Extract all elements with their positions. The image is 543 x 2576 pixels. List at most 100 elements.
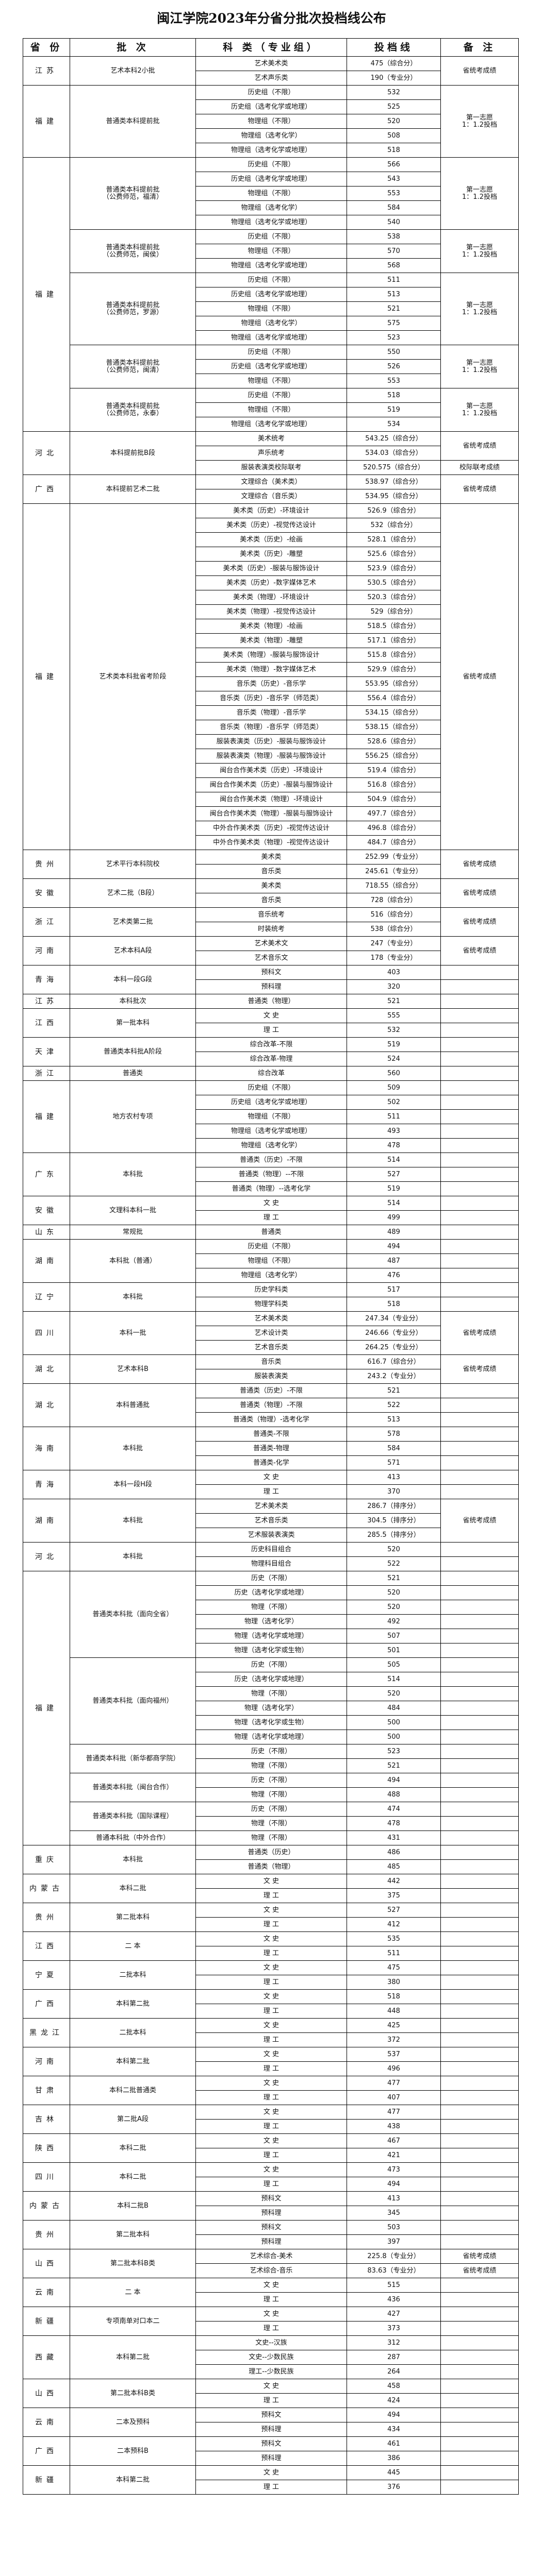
score-cell: 478 — [347, 1816, 441, 1831]
score-cell: 575 — [347, 316, 441, 331]
score-cell: 553 — [347, 186, 441, 201]
score-cell: 511 — [347, 1946, 441, 1961]
subject-cell: 美术类（历史）-绘画 — [195, 532, 347, 547]
score-cell: 467 — [347, 2133, 441, 2148]
remark-cell-empty — [440, 2105, 519, 2120]
remark-cell: 第一志愿 1：1.2投档 — [440, 157, 519, 230]
score-cell: 477 — [347, 2076, 441, 2091]
subject-cell: 中外合作美术类（物理）-视觉传达设计 — [195, 835, 347, 850]
remark-cell-empty — [440, 1744, 519, 1759]
batch-cell: 二 本 — [70, 1931, 196, 1961]
table-row: 理 工 424 — [23, 2393, 519, 2408]
score-cell: 514 — [347, 1196, 441, 1211]
table-row: 服装表演类校际联考 520.575（综合分） 校际联考成绩 — [23, 460, 519, 475]
score-cell: 442 — [347, 1874, 441, 1889]
batch-cell: 第二批A段 — [70, 2105, 196, 2134]
header-batch: 批 次 — [70, 38, 196, 57]
subject-cell: 艺术设计类 — [195, 1326, 347, 1341]
subject-cell: 理工--少数民族 — [195, 2364, 347, 2379]
score-cell: 485 — [347, 1859, 441, 1874]
admission-score-table: 省 份 批 次 科 类（专业组） 投档线 备 注 江苏 艺术本科2小批 艺术美术类 4… — [23, 38, 519, 2495]
score-cell: 492 — [347, 1614, 441, 1629]
subject-cell: 文史--汉族 — [195, 2335, 347, 2350]
table-row: 美术类（历史）-雕塑 525.6（综合分） — [23, 547, 519, 562]
subject-cell: 文理综合（音乐类） — [195, 489, 347, 504]
score-cell: 486 — [347, 1845, 441, 1860]
province-cell: 浙江 — [23, 1066, 70, 1081]
subject-cell: 美术类（历史）-雕塑 — [195, 547, 347, 562]
batch-cell: 地方农村专项 — [70, 1080, 196, 1153]
batch-cell: 第二批本科 — [70, 2220, 196, 2249]
table-row: 山东 常规批 普通类 489 — [23, 1225, 519, 1240]
score-cell: 413 — [347, 1470, 441, 1485]
remark-cell-empty — [440, 2350, 519, 2365]
remark-cell-empty — [440, 2162, 519, 2177]
table-row: 物理组（选考化学） 476 — [23, 1268, 519, 1283]
score-cell: 397 — [347, 2234, 441, 2249]
batch-cell: 本科批 — [70, 1845, 196, 1874]
table-row: 宁夏 二批本科文 史 475 — [23, 1960, 519, 1990]
subject-cell: 物理科目组合 — [195, 1556, 347, 1571]
subject-cell: 艺术美术类 — [195, 1311, 347, 1326]
score-cell: 514 — [347, 1153, 441, 1167]
batch-cell: 普通类本科提前批 — [70, 85, 196, 158]
table-row: 历史组（选考化学或地理） 525 — [23, 99, 519, 114]
score-cell: 264.25（专业分） — [347, 1340, 441, 1355]
subject-cell: 普通类 — [195, 1225, 347, 1240]
score-cell: 247（专业分） — [347, 936, 441, 951]
subject-cell: 普通类（历史）-不限 — [195, 1383, 347, 1398]
score-cell: 320 — [347, 979, 441, 994]
subject-cell: 物理（选考化学或生物） — [195, 1715, 347, 1730]
score-cell: 538.15（综合分） — [347, 720, 441, 735]
score-cell: 475 — [347, 1960, 441, 1975]
table-row: 艺术音乐类 304.5（排序分） — [23, 1513, 519, 1528]
subject-cell: 综合改革 — [195, 1066, 347, 1081]
score-cell: 243.2（专业分） — [347, 1369, 441, 1384]
score-cell: 521 — [347, 301, 441, 316]
subject-cell: 物理组（不限） — [195, 402, 347, 417]
subject-cell: 历史（不限） — [195, 1571, 347, 1586]
score-cell: 372 — [347, 2032, 441, 2047]
subject-cell: 理 工 — [195, 2321, 347, 2336]
subject-cell: 物理（选考化学或地理） — [195, 1730, 347, 1744]
remark-cell-empty — [440, 1730, 519, 1744]
subject-cell: 服装表演类（历史）-服装与服饰设计 — [195, 734, 347, 749]
table-row: 普通类本科批（国际课程） 历史（不限） 474 — [23, 1802, 519, 1831]
score-cell: 520 — [347, 114, 441, 129]
score-cell: 566 — [347, 157, 441, 172]
batch-cell: 艺术类本科批省考阶段 — [70, 503, 196, 850]
subject-cell: 美术类（历史）-环境设计 — [195, 503, 347, 518]
table-row: 江西 第一批本科文 史 555 — [23, 1008, 519, 1038]
table-row: 福建 艺术类本科批省考阶段 美术类（历史）-环境设计 526.9（综合分） 省统考成绩 — [23, 503, 519, 850]
table-row: 内蒙古 本科二批文 史 442 — [23, 1874, 519, 1903]
subject-cell: 艺术音乐类 — [195, 1340, 347, 1355]
header-subject: 科 类（专业组） — [195, 38, 347, 57]
table-row: 普通类-物理 584 — [23, 1441, 519, 1456]
subject-cell: 理 工 — [195, 2148, 347, 2163]
remark-cell-empty — [440, 1008, 519, 1023]
score-cell: 431 — [347, 1831, 441, 1845]
table-row: 甘肃 本科二批普通类文 史 477 — [23, 2076, 519, 2105]
table-row: 云南二 本文 史 515 — [23, 2278, 519, 2307]
remark-cell-empty — [440, 1441, 519, 1456]
score-cell: 376 — [347, 2480, 441, 2495]
score-cell: 508 — [347, 128, 441, 143]
remark-cell-empty — [440, 2018, 519, 2033]
table-row: 物理组（选考化学） 508 — [23, 128, 519, 143]
score-cell: 518 — [347, 143, 441, 158]
remark-cell-empty — [440, 1975, 519, 1990]
batch-cell: 常规批 — [70, 1225, 196, 1240]
remark-cell-empty — [440, 1037, 519, 1052]
score-cell: 287 — [347, 2350, 441, 2365]
table-row: 陕西 本科二批文 史 467 — [23, 2133, 519, 2163]
score-cell: 523.9（综合分） — [347, 561, 441, 576]
remark-cell-empty — [440, 2220, 519, 2235]
subject-cell: 艺术音乐文 — [195, 951, 347, 965]
table-row: 河北 本科提前批B段 美术统考 543.25（综合分） 省统考成绩 — [23, 431, 519, 475]
table-row: 音乐类（历史）-音乐学（师范类） 556.4（综合分） — [23, 691, 519, 706]
remark-cell-empty — [440, 1023, 519, 1038]
remark-cell-empty — [440, 1153, 519, 1167]
subject-cell: 音乐统考 — [195, 907, 347, 922]
score-cell: 515.8（综合分） — [347, 648, 441, 663]
remark-cell-empty — [440, 1715, 519, 1730]
